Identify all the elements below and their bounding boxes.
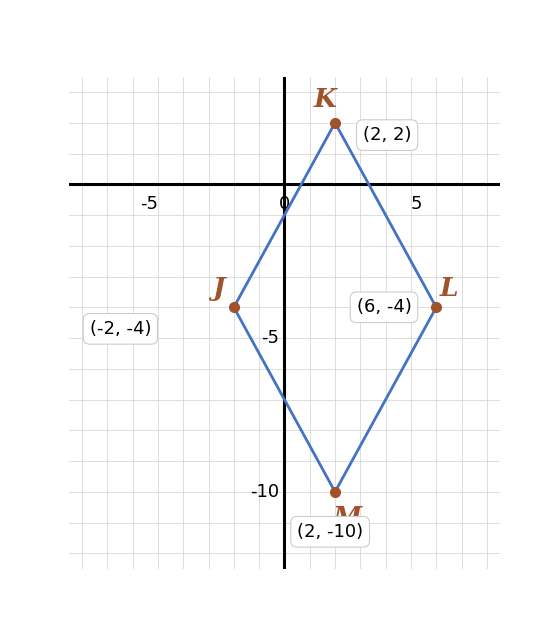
Text: (2, 2): (2, 2) (363, 126, 411, 144)
Text: M: M (333, 505, 362, 530)
Text: L: L (440, 277, 458, 302)
Text: -5: -5 (140, 195, 158, 213)
Text: (2, -10): (2, -10) (297, 523, 363, 541)
Text: K: K (314, 88, 336, 112)
Text: (6, -4): (6, -4) (356, 298, 411, 316)
Text: (-2, -4): (-2, -4) (89, 320, 151, 338)
Text: 0: 0 (279, 195, 290, 213)
Text: 5: 5 (411, 195, 422, 213)
Text: -5: -5 (261, 329, 279, 347)
Text: -10: -10 (250, 483, 279, 501)
Text: J: J (213, 277, 225, 302)
